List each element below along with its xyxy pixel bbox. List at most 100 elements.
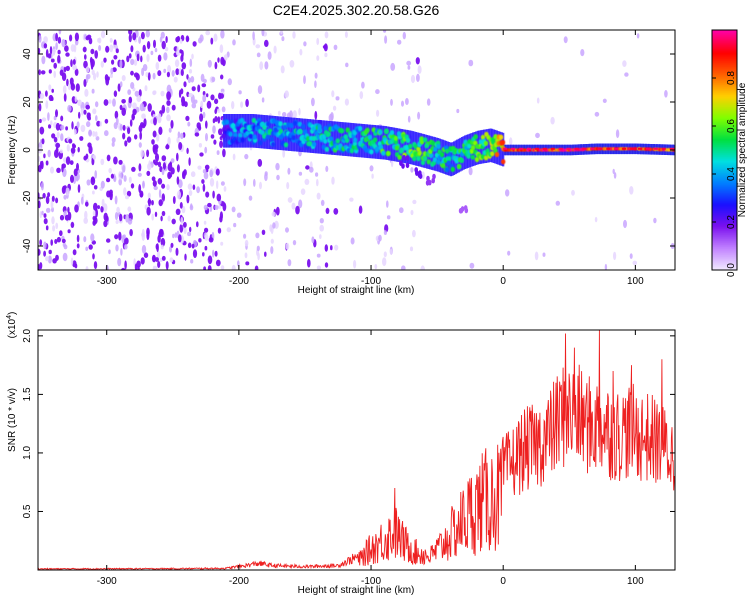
signal-point [329, 136, 334, 142]
signal-branch-point [402, 154, 406, 161]
noise-speckle [227, 78, 232, 86]
signal-halo [367, 124, 370, 159]
colorbar-cell [712, 182, 737, 185]
noise-speckle [402, 31, 406, 40]
noise-speckle [43, 213, 47, 218]
noise-speckle [166, 106, 170, 114]
noise-speckle [128, 30, 133, 35]
noise-speckle [119, 124, 123, 131]
colorbar-cell [712, 268, 737, 271]
signal-point [291, 135, 296, 141]
noise-speckle [103, 57, 107, 63]
x-tick-label: -300 [97, 576, 117, 587]
noise-speckle [534, 251, 539, 261]
noise-speckle [92, 130, 96, 137]
noise-speckle [168, 127, 172, 133]
noise-speckle [183, 169, 187, 176]
noise-speckle [142, 64, 148, 72]
signal-halo [250, 114, 253, 148]
noise-speckle [127, 206, 132, 212]
noise-speckle [202, 252, 205, 257]
signal-point [431, 140, 436, 146]
noise-speckle [604, 263, 608, 270]
noise-speckle [124, 244, 128, 250]
noise-speckle [210, 37, 214, 45]
noise-speckle [220, 74, 224, 80]
noise-speckle [172, 233, 175, 239]
noise-speckle [100, 60, 105, 68]
noise-speckle [172, 196, 176, 204]
noise-speckle [421, 171, 425, 180]
noise-speckle [100, 158, 105, 166]
noise-speckle [390, 159, 394, 168]
noise-speckle [188, 190, 193, 196]
noise-speckle [73, 128, 77, 136]
noise-speckle [160, 90, 165, 97]
noise-speckle [93, 185, 98, 190]
colorbar-cell [712, 66, 737, 69]
noise-speckle [214, 98, 219, 105]
noise-speckle [287, 259, 292, 267]
noise-speckle [191, 53, 194, 60]
signal-point [324, 146, 330, 152]
noise-speckle [319, 218, 324, 224]
noise-speckle [275, 206, 280, 216]
signal-halo [334, 121, 337, 155]
noise-speckle [303, 41, 307, 47]
noise-speckle [61, 39, 66, 48]
noise-speckle [214, 61, 218, 70]
noise-speckle [157, 70, 162, 77]
noise-speckle [231, 264, 236, 270]
signal-core [550, 147, 555, 150]
noise-speckle [166, 84, 172, 94]
noise-speckle [74, 32, 79, 42]
noise-speckle [100, 206, 104, 213]
noise-speckle [389, 248, 393, 255]
noise-speckle [325, 165, 329, 172]
noise-speckle [210, 134, 215, 139]
signal-point [228, 131, 233, 137]
noise-speckle [261, 97, 265, 103]
noise-speckle [47, 255, 52, 264]
noise-speckle [220, 265, 225, 270]
noise-speckle [214, 116, 218, 122]
noise-speckle [319, 234, 322, 240]
noise-speckle [152, 130, 157, 138]
colorbar-cell [712, 166, 737, 169]
noise-speckle [126, 190, 132, 197]
noise-speckle [146, 54, 150, 62]
signal-point [266, 121, 271, 127]
noise-speckle [42, 192, 46, 199]
noise-speckle [238, 90, 242, 95]
noise-speckle [187, 231, 192, 237]
signal-point [480, 134, 486, 140]
noise-speckle [138, 36, 142, 44]
signal-halo [495, 130, 498, 165]
signal-halo [443, 140, 446, 174]
signal-core [622, 147, 627, 150]
colorbar-cell [712, 194, 737, 197]
noise-speckle [622, 60, 627, 67]
noise-speckle [376, 109, 380, 117]
noise-speckle [417, 65, 422, 74]
colorbar-cell [712, 178, 737, 181]
noise-speckle [56, 236, 62, 243]
noise-speckle [298, 108, 301, 116]
noise-speckle [183, 226, 187, 235]
signal-halo [327, 120, 330, 155]
signal-point [293, 120, 298, 126]
noise-speckle [271, 211, 276, 217]
colorbar-cell [712, 180, 737, 183]
signal-point [252, 134, 257, 140]
noise-speckle [64, 214, 70, 221]
signal-halo [357, 123, 360, 158]
noise-speckle [629, 186, 634, 195]
noise-speckle [121, 75, 126, 82]
noise-speckle [80, 196, 84, 205]
noise-speckle [121, 99, 126, 104]
noise-speckle [43, 43, 48, 49]
noise-speckle [185, 115, 190, 121]
noise-speckle [151, 254, 156, 263]
noise-speckle [88, 37, 93, 45]
noise-speckle [167, 136, 171, 146]
